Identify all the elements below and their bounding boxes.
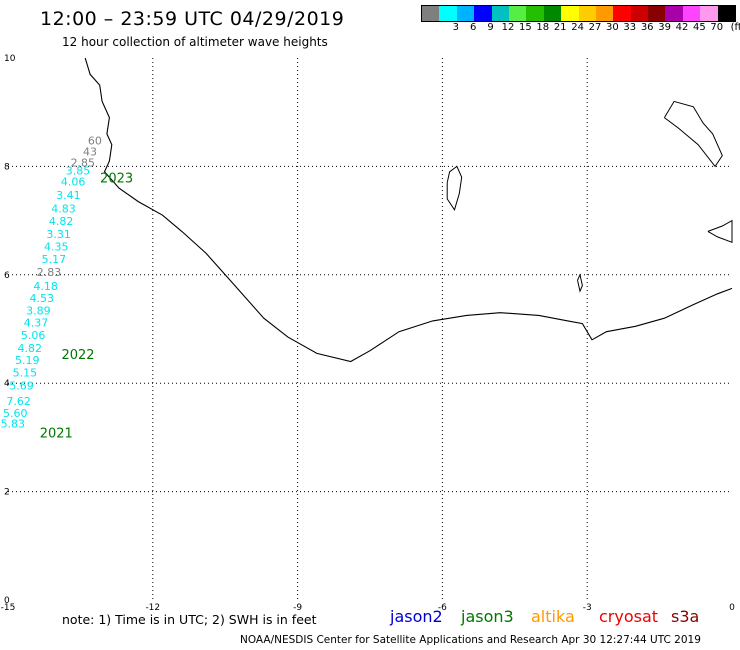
swh-observation-label: 3.41	[56, 189, 81, 202]
swh-observation-label: 5.69	[9, 380, 34, 393]
legend-swatch	[578, 6, 596, 21]
x-tick-label: -15	[1, 603, 16, 613]
color-legend-bar	[421, 5, 737, 22]
swh-observation-label: 4.83	[51, 202, 76, 215]
swh-observation-label: 4.82	[17, 342, 42, 355]
legend-tick-label: 6	[470, 22, 477, 33]
swh-observation-label: 4.82	[49, 215, 74, 228]
credit-line: NOAA/NESDIS Center for Satellite Applica…	[240, 634, 701, 646]
swh-observation-label: 2.85	[71, 156, 96, 169]
legend-swatch	[648, 6, 666, 21]
swh-observation-label: 5.17	[42, 253, 67, 266]
legend-swatch	[700, 6, 718, 21]
island-outline	[707, 219, 733, 244]
x-tick-label: -12	[145, 603, 160, 613]
island-outline	[577, 273, 583, 293]
x-tick-label: -3	[583, 603, 592, 613]
y-tick-label: 2	[4, 488, 10, 498]
track-year-label: 2021	[40, 426, 73, 441]
legend-swatch	[682, 6, 701, 21]
swh-observation-label: 4.18	[33, 280, 58, 293]
map-axes: -15 -12 -9 -6 -3 0 0 2 4 6 8 10	[1, 54, 735, 613]
x-tick-label: -9	[293, 603, 302, 613]
swh-observation-label: 3.31	[46, 228, 71, 241]
coastline-line	[84, 57, 733, 363]
swh-observation-label: 43	[83, 146, 97, 159]
legend-swatch	[595, 6, 614, 21]
swh-observation-label: 5.60	[3, 407, 28, 420]
legend-tick-label: 30	[606, 22, 619, 33]
coastline	[84, 57, 733, 363]
legend-swatch	[491, 6, 509, 21]
legend-swatch	[439, 6, 457, 21]
legend-swatch	[717, 6, 736, 21]
legend-swatch	[422, 6, 440, 21]
legend-tick-label: 27	[588, 22, 602, 33]
track-year-label: 2022	[61, 348, 94, 363]
swh-observation-label: 3.89	[26, 304, 51, 317]
swh-observation-label: 5.83	[1, 418, 26, 431]
y-tick-label: 6	[4, 271, 10, 281]
legend-tick-label: 21	[553, 22, 567, 33]
x-tick-label: 0	[729, 603, 735, 613]
y-tick-label: 8	[4, 162, 10, 172]
island-outline	[446, 165, 463, 211]
legend-swatch	[456, 6, 475, 21]
swh-observation-label: 2.83	[37, 266, 62, 279]
satellite-name-s3a: s3a	[671, 607, 700, 626]
legend-swatch	[543, 6, 562, 21]
legend-tick-label: 24	[571, 22, 584, 33]
y-tick-label: 10	[4, 54, 16, 64]
legend-tick-label: 39	[658, 22, 671, 33]
y-tick-label: 0	[4, 596, 10, 606]
swh-observation-label: 4.37	[24, 316, 49, 329]
swh-observation-label: 3.85	[66, 165, 91, 178]
legend-swatch	[561, 6, 579, 21]
legend-tick-label: 9	[487, 22, 494, 33]
swh-observation-label: 4.35	[44, 240, 69, 253]
swh-observation-label: 60	[88, 135, 102, 148]
legend-tick-label: 36	[640, 22, 654, 33]
satellite-name-cryosat: cryosat	[599, 607, 659, 626]
swh-observation-label: 5.15	[13, 367, 38, 380]
legend-tick-label: 42	[675, 22, 689, 33]
x-tick-label: -6	[438, 603, 447, 613]
swh-observation-label: 5.06	[21, 329, 46, 342]
legend-tick-label: 3	[452, 22, 459, 33]
altimeter-track: 60432.853.854.063.414.834.823.314.355.17…	[1, 135, 134, 442]
satellite-name-jason2: jason2	[390, 607, 443, 626]
chart-title: 12:00 – 23:59 UTC 04/29/2019	[40, 8, 345, 30]
legend-unit: (ft)	[730, 22, 740, 33]
legend-tick-label: 15	[519, 22, 532, 33]
grid-lines	[8, 58, 732, 600]
legend-swatch	[526, 6, 544, 21]
swh-observation-label: 4.06	[61, 175, 86, 188]
legend-swatch	[508, 6, 527, 21]
track-year-label: 2023	[100, 172, 133, 187]
legend-swatch	[665, 6, 683, 21]
swh-observation-label: 7.62	[6, 395, 31, 408]
footnote: note: 1) Time is in UTC; 2) SWH is in fe…	[62, 612, 317, 627]
legend-tick-label: 12	[501, 22, 515, 33]
legend-swatch	[613, 6, 631, 21]
satellite-name-altika: altika	[531, 607, 575, 626]
swh-observation-label: 5.19	[15, 354, 40, 367]
chart-subtitle: 12 hour collection of altimeter wave hei…	[62, 35, 328, 49]
legend-tick-label: 45	[693, 22, 706, 33]
legend-tick-label: 33	[623, 22, 637, 33]
legend-tick-label: 18	[536, 22, 550, 33]
satellite-name-jason3: jason3	[461, 607, 514, 626]
swh-observation-label: 4.53	[30, 292, 55, 305]
legend-swatch	[474, 6, 492, 21]
island-outline	[663, 100, 723, 168]
legend-swatch	[630, 6, 649, 21]
y-tick-label: 4	[4, 379, 10, 389]
legend-tick-label: 70	[710, 22, 724, 33]
